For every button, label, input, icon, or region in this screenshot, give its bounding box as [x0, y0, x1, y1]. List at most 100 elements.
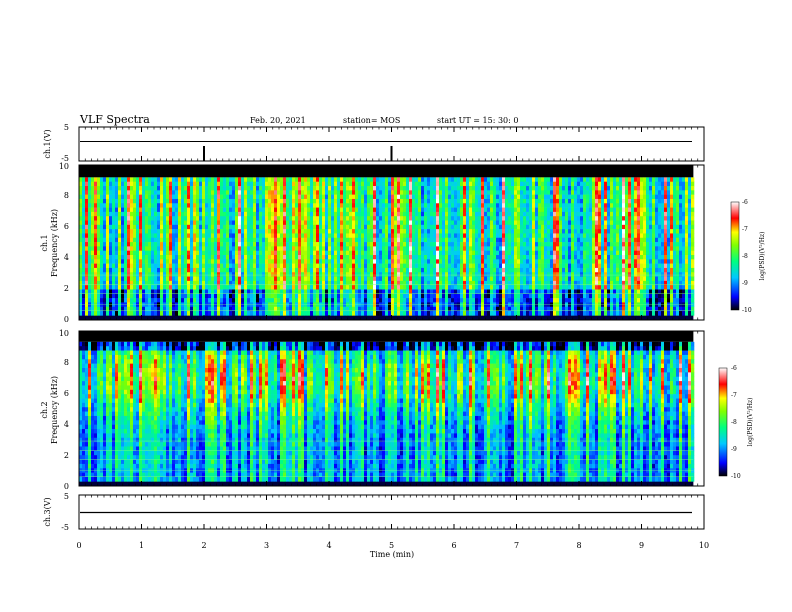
spectrogram-cell	[139, 190, 143, 195]
spectrogram-cell	[379, 237, 383, 243]
spectrogram-cell	[211, 186, 215, 191]
spectrogram-cell	[223, 177, 227, 183]
spectrogram-cell	[328, 293, 332, 299]
spectrogram-cell	[142, 246, 146, 251]
spectrogram-cell	[166, 280, 170, 286]
spectrogram-cell	[451, 181, 455, 187]
spectrogram-cell	[319, 272, 323, 277]
spectrogram-cell	[535, 181, 539, 187]
spectrogram-cell	[103, 242, 107, 247]
spectrogram-cell	[490, 242, 494, 247]
spectrogram-cell	[85, 259, 89, 264]
spectrogram-cell	[409, 293, 413, 299]
spectrogram-cell	[406, 285, 410, 290]
spectrogram-cell	[136, 254, 140, 260]
spectrogram-cell	[433, 207, 437, 213]
spectrogram-cell	[367, 267, 371, 273]
spectrogram-cell	[373, 186, 377, 191]
spectrogram-cell	[511, 280, 515, 286]
spectrogram-cell	[469, 207, 473, 213]
spectrogram-cell	[88, 216, 92, 221]
spectrogram-cell	[190, 233, 194, 239]
spectrogram-cell	[529, 198, 533, 204]
spectrogram-cell	[523, 216, 527, 221]
spectrogram-cell	[502, 246, 506, 251]
spectrogram-cell	[187, 285, 191, 290]
spectrogram-cell	[394, 237, 398, 243]
spectrogram-cell	[448, 306, 452, 312]
spectrogram-cell	[409, 186, 413, 191]
spectrogram-cell	[436, 293, 440, 299]
spectrogram-cell	[187, 254, 191, 260]
spectrogram-cell	[451, 267, 455, 273]
spectrogram-cell	[262, 293, 266, 299]
spectrogram-cell	[349, 207, 353, 213]
spectrogram-cell	[511, 216, 515, 221]
spectrogram-cell	[451, 237, 455, 243]
spectrogram-cell	[268, 216, 272, 221]
spectrogram-cell	[259, 181, 263, 187]
spectrogram-cell	[274, 311, 278, 316]
spectrogram-cell	[229, 306, 233, 312]
spectrogram-cell	[97, 276, 101, 282]
spectrogram-cell	[340, 207, 344, 213]
spectrogram-cell	[505, 203, 509, 208]
spectrogram-cell	[169, 229, 173, 234]
spectrogram-cell	[310, 224, 314, 230]
spectrogram-cell	[259, 280, 263, 286]
spectrogram-cell	[283, 254, 287, 260]
spectrogram-cell	[412, 224, 416, 230]
spectrogram-cell	[427, 216, 431, 221]
spectrogram-cell	[268, 250, 272, 256]
spectrogram-cell	[472, 293, 476, 299]
spectrogram-cell	[232, 298, 236, 303]
spectrogram-cell	[394, 220, 398, 226]
spectrogram-cell	[178, 298, 182, 303]
spectrogram-cell	[364, 285, 368, 290]
spectrogram-cell	[532, 293, 536, 299]
spectrogram-cell	[211, 211, 215, 217]
spectrogram-cell	[145, 263, 149, 269]
spectrogram-cell	[202, 263, 206, 269]
spectrogram-cell	[274, 276, 278, 282]
spectrogram-cell	[130, 198, 134, 204]
spectrogram-cell	[265, 233, 269, 239]
spectrogram-cell	[478, 207, 482, 213]
spectrogram-cell	[178, 293, 182, 299]
spectrogram-cell	[385, 224, 389, 230]
spectrogram-cell	[79, 298, 83, 303]
spectrogram-cell	[127, 306, 131, 312]
spectrogram-cell	[466, 198, 470, 204]
spectrogram-cell	[409, 229, 413, 234]
spectrogram-cell	[352, 311, 356, 316]
spectrogram-cell	[256, 203, 260, 208]
spectrogram-cell	[520, 259, 524, 264]
spectrogram-cell	[367, 293, 371, 299]
spectrogram-cell	[343, 194, 347, 200]
spectrogram-cell	[538, 259, 542, 264]
spectrogram-cell	[100, 190, 104, 195]
spectrogram-cell	[514, 242, 518, 247]
spectrogram-cell	[466, 190, 470, 195]
spectrogram-cell	[121, 254, 125, 260]
spectrogram-cell	[379, 298, 383, 303]
spectrogram-cell	[328, 306, 332, 312]
spectrogram-cell	[205, 259, 209, 264]
spectrogram-cell	[532, 285, 536, 290]
spectrogram-cell	[94, 298, 98, 303]
spectrogram-cell	[166, 203, 170, 208]
spectrogram-cell	[106, 190, 110, 195]
spectrogram-cell	[151, 229, 155, 234]
spectrogram-cell	[136, 250, 140, 256]
spectrogram-cell	[196, 203, 200, 208]
spectrogram-cell	[283, 298, 287, 303]
spectrogram-cell	[463, 311, 467, 316]
spectrogram-cell	[172, 293, 176, 299]
spectrogram-cell	[352, 250, 356, 256]
spectrogram-cell	[286, 250, 290, 256]
spectrogram-cell	[454, 203, 458, 208]
spectrogram-cell	[433, 229, 437, 234]
spectrogram-cell	[127, 311, 131, 316]
spectrogram-cell	[115, 272, 119, 277]
spectrogram-cell	[160, 293, 164, 299]
